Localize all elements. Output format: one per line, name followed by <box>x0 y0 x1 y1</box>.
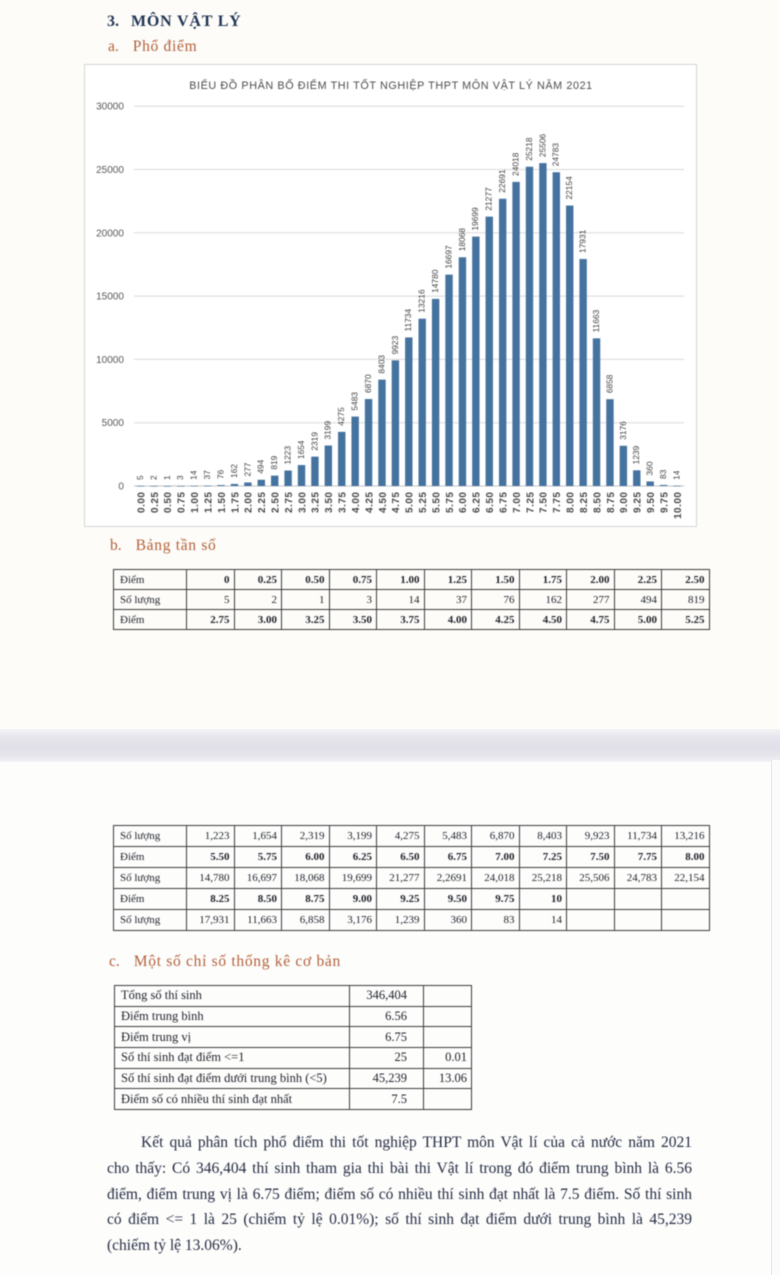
svg-text:22691: 22691 <box>497 169 507 193</box>
svg-text:2319: 2319 <box>309 432 319 451</box>
svg-text:5.50: 5.50 <box>431 492 442 513</box>
svg-text:17931: 17931 <box>578 229 588 253</box>
svg-text:37: 37 <box>202 470 212 480</box>
svg-text:16697: 16697 <box>443 245 453 269</box>
svg-text:21277: 21277 <box>484 187 494 211</box>
svg-text:0.75: 0.75 <box>177 492 188 513</box>
svg-text:7.75: 7.75 <box>552 492 563 513</box>
svg-text:4.50: 4.50 <box>378 492 389 513</box>
svg-text:5483: 5483 <box>350 392 360 411</box>
svg-text:0: 0 <box>118 482 124 493</box>
svg-text:1.25: 1.25 <box>203 492 214 513</box>
svg-text:3199: 3199 <box>323 421 333 440</box>
svg-text:0.00: 0.00 <box>136 492 147 513</box>
svg-text:14: 14 <box>671 470 681 480</box>
svg-text:5: 5 <box>135 475 145 480</box>
svg-text:1.00: 1.00 <box>190 492 201 513</box>
svg-text:9.50: 9.50 <box>646 492 657 513</box>
svg-text:14780: 14780 <box>430 269 440 293</box>
svg-text:9.00: 9.00 <box>619 492 630 513</box>
svg-text:7.00: 7.00 <box>512 492 523 513</box>
svg-text:11734: 11734 <box>403 308 413 331</box>
svg-text:5000: 5000 <box>102 418 125 429</box>
svg-text:3: 3 <box>175 475 185 480</box>
svg-text:4275: 4275 <box>336 407 346 426</box>
svg-text:3.00: 3.00 <box>297 492 308 513</box>
svg-text:4.75: 4.75 <box>391 492 402 513</box>
svg-text:6.75: 6.75 <box>498 492 509 513</box>
svg-text:8.25: 8.25 <box>579 492 590 513</box>
svg-text:4.25: 4.25 <box>364 492 375 513</box>
svg-text:9.25: 9.25 <box>633 492 644 513</box>
svg-text:162: 162 <box>229 464 239 478</box>
svg-text:15000: 15000 <box>96 292 124 303</box>
svg-text:19699: 19699 <box>470 207 480 231</box>
svg-text:83: 83 <box>658 469 668 479</box>
svg-text:5.00: 5.00 <box>405 492 416 513</box>
svg-text:2.25: 2.25 <box>257 492 268 513</box>
svg-text:25218: 25218 <box>524 137 534 161</box>
svg-text:5.25: 5.25 <box>418 492 429 513</box>
svg-text:494: 494 <box>256 459 266 473</box>
svg-text:5.75: 5.75 <box>445 492 456 513</box>
svg-text:8.00: 8.00 <box>566 492 577 513</box>
svg-text:819: 819 <box>269 455 279 469</box>
svg-text:277: 277 <box>242 462 252 476</box>
svg-text:6.50: 6.50 <box>485 492 496 513</box>
svg-text:3.25: 3.25 <box>311 492 322 513</box>
svg-text:6.25: 6.25 <box>472 492 483 513</box>
svg-text:9.75: 9.75 <box>659 492 670 513</box>
svg-text:30000: 30000 <box>96 102 124 113</box>
svg-text:76: 76 <box>215 469 225 479</box>
svg-text:1.50: 1.50 <box>217 492 228 513</box>
svg-text:2.50: 2.50 <box>271 492 282 513</box>
svg-text:8.50: 8.50 <box>592 492 603 513</box>
svg-text:20000: 20000 <box>96 228 124 239</box>
svg-text:24783: 24783 <box>551 143 561 167</box>
svg-text:18068: 18068 <box>457 228 467 252</box>
svg-text:9923: 9923 <box>390 335 400 354</box>
svg-text:3.75: 3.75 <box>338 492 349 513</box>
svg-text:BIỂU ĐỒ PHÂN BỐ ĐIỂM THI TỐT N: BIỂU ĐỒ PHÂN BỐ ĐIỂM THI TỐT NGHIỆP THPT… <box>189 78 593 92</box>
svg-text:11663: 11663 <box>591 309 601 332</box>
svg-text:1239: 1239 <box>631 445 641 464</box>
svg-text:2.00: 2.00 <box>244 492 255 513</box>
svg-text:25506: 25506 <box>537 133 547 157</box>
svg-text:24018: 24018 <box>510 152 520 176</box>
svg-text:1.75: 1.75 <box>230 492 241 513</box>
svg-text:6858: 6858 <box>604 374 614 393</box>
svg-text:7.25: 7.25 <box>525 492 536 513</box>
svg-text:0.50: 0.50 <box>163 492 174 513</box>
svg-text:2.75: 2.75 <box>284 492 295 513</box>
svg-text:7.50: 7.50 <box>539 492 550 513</box>
svg-text:8.75: 8.75 <box>606 492 617 513</box>
svg-text:8403: 8403 <box>376 355 386 374</box>
svg-text:6870: 6870 <box>363 374 373 393</box>
svg-text:14: 14 <box>189 470 199 480</box>
svg-text:22154: 22154 <box>564 176 574 200</box>
svg-text:1654: 1654 <box>296 440 306 459</box>
svg-text:4.00: 4.00 <box>351 492 362 513</box>
svg-text:1: 1 <box>162 475 172 480</box>
svg-text:3176: 3176 <box>618 421 628 440</box>
svg-text:13216: 13216 <box>417 289 427 313</box>
svg-text:10000: 10000 <box>96 355 124 366</box>
svg-text:2: 2 <box>148 475 158 480</box>
svg-text:1223: 1223 <box>283 446 293 465</box>
svg-text:360: 360 <box>645 461 655 475</box>
svg-text:10.00: 10.00 <box>673 492 684 520</box>
svg-text:6.00: 6.00 <box>458 492 469 513</box>
svg-text:3.50: 3.50 <box>324 492 335 513</box>
svg-text:0.25: 0.25 <box>150 492 161 513</box>
svg-text:25000: 25000 <box>96 165 124 176</box>
